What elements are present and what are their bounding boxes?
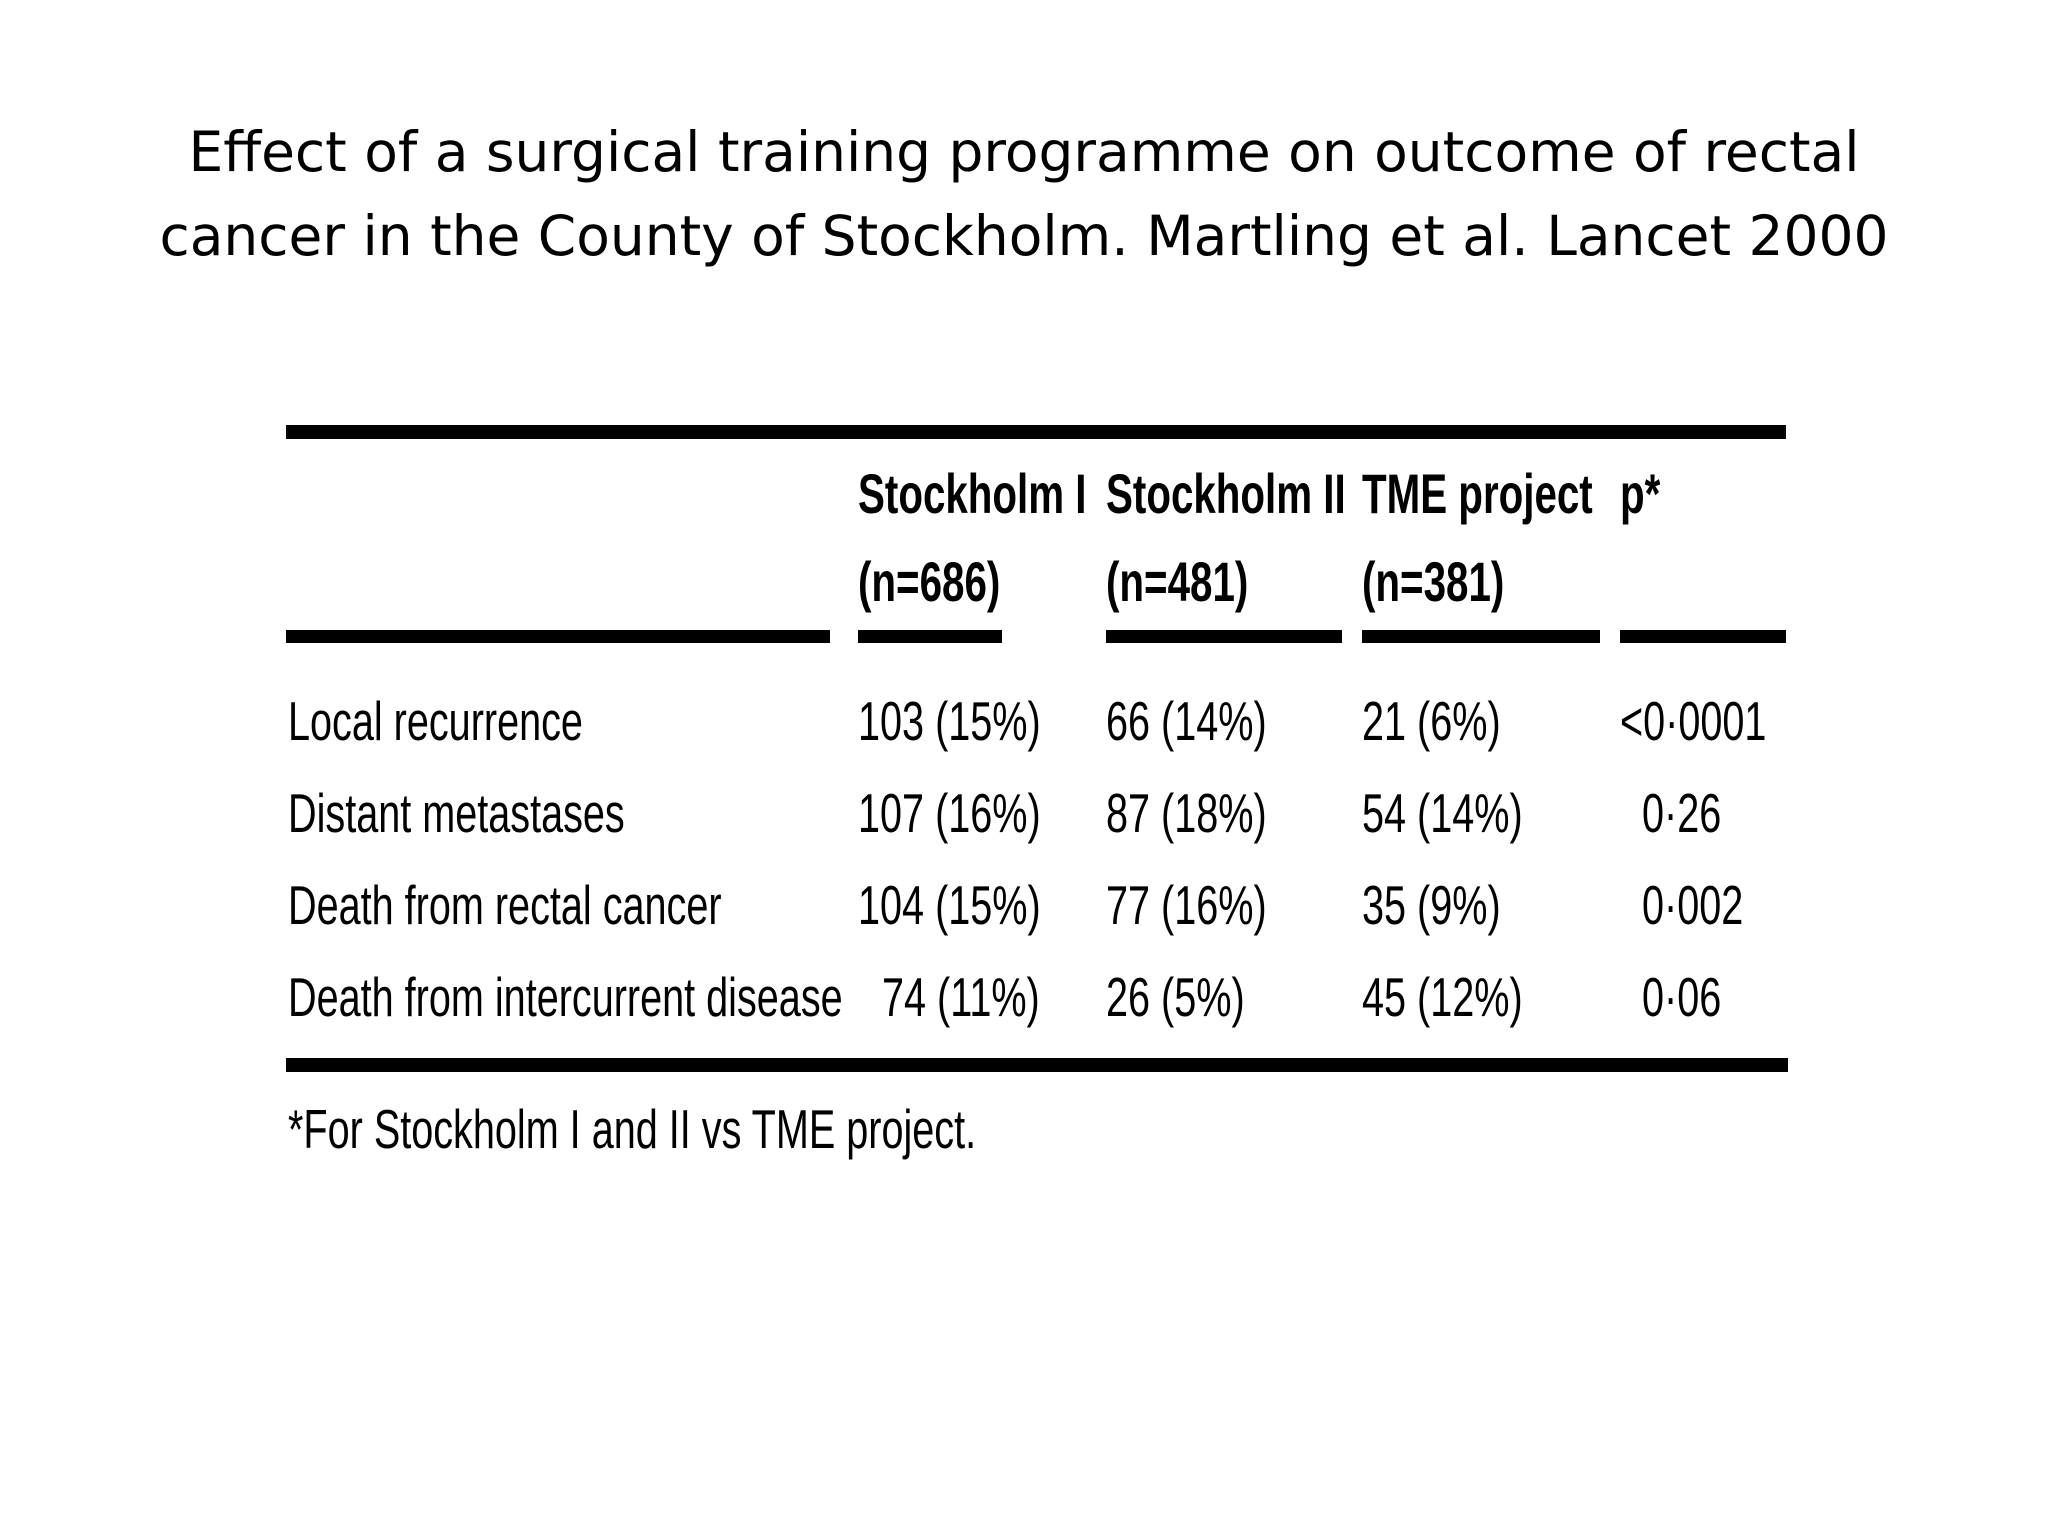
- table-bottom-rule: [286, 1058, 1788, 1072]
- table-cell: 107 (16%): [858, 782, 1041, 844]
- header-rule-stockholm-1: [858, 630, 1002, 643]
- table-cell-p-value: 0·002: [1642, 874, 1744, 936]
- table-cell: 26 (5%): [1106, 966, 1245, 1028]
- table-cell: 45 (12%): [1362, 966, 1523, 1028]
- header-tme-project-n: (n=381): [1362, 550, 1505, 613]
- header-stockholm-1: Stockholm I (n=686): [858, 450, 1087, 626]
- table-cell-p-value: <0·0001: [1620, 690, 1767, 752]
- header-tme-project-name: TME project: [1362, 462, 1593, 525]
- row-label-distant-metastases: Distant metastases: [288, 782, 625, 844]
- slide-title: Effect of a surgical training programme …: [0, 110, 2048, 278]
- header-stockholm-1-n: (n=686): [858, 550, 1001, 613]
- row-label-death-intercurrent-disease: Death from intercurrent disease: [288, 966, 843, 1028]
- table-cell: 103 (15%): [858, 690, 1041, 752]
- table-cell: 66 (14%): [1106, 690, 1267, 752]
- header-p-value-name: p*: [1620, 462, 1661, 525]
- table-cell: 87 (18%): [1106, 782, 1267, 844]
- table-cell: 54 (14%): [1362, 782, 1523, 844]
- header-rule-p-value: [1620, 630, 1786, 643]
- table-cell-p-value: 0·26: [1642, 782, 1722, 844]
- header-tme-project: TME project (n=381): [1362, 450, 1593, 626]
- table-top-rule: [286, 425, 1786, 439]
- row-label-local-recurrence: Local recurrence: [288, 690, 583, 752]
- header-stockholm-1-name: Stockholm I: [858, 462, 1087, 525]
- header-stockholm-2-name: Stockholm II: [1106, 462, 1346, 525]
- table-cell-p-value: 0·06: [1642, 966, 1722, 1028]
- header-rule-tme-project: [1362, 630, 1600, 643]
- table-cell: 21 (6%): [1362, 690, 1501, 752]
- slide-title-line-2: cancer in the County of Stockholm. Martl…: [159, 204, 1889, 268]
- results-table: Stockholm I (n=686) Stockholm II (n=481)…: [286, 425, 1788, 1175]
- header-rule-stockholm-2: [1106, 630, 1342, 643]
- table-cell: 74 (11%): [882, 966, 1040, 1028]
- row-label-death-rectal-cancer: Death from rectal cancer: [288, 874, 722, 936]
- header-stockholm-2: Stockholm II (n=481): [1106, 450, 1346, 626]
- header-stockholm-2-n: (n=481): [1106, 550, 1249, 613]
- header-rule-label-column: [286, 630, 830, 643]
- table-cell: 104 (15%): [858, 874, 1041, 936]
- table-footnote: *For Stockholm I and II vs TME project.: [288, 1098, 977, 1160]
- table-cell: 35 (9%): [1362, 874, 1501, 936]
- header-p-value: p*: [1620, 450, 1660, 538]
- slide-title-line-1: Effect of a surgical training programme …: [188, 120, 1860, 184]
- table-cell: 77 (16%): [1106, 874, 1267, 936]
